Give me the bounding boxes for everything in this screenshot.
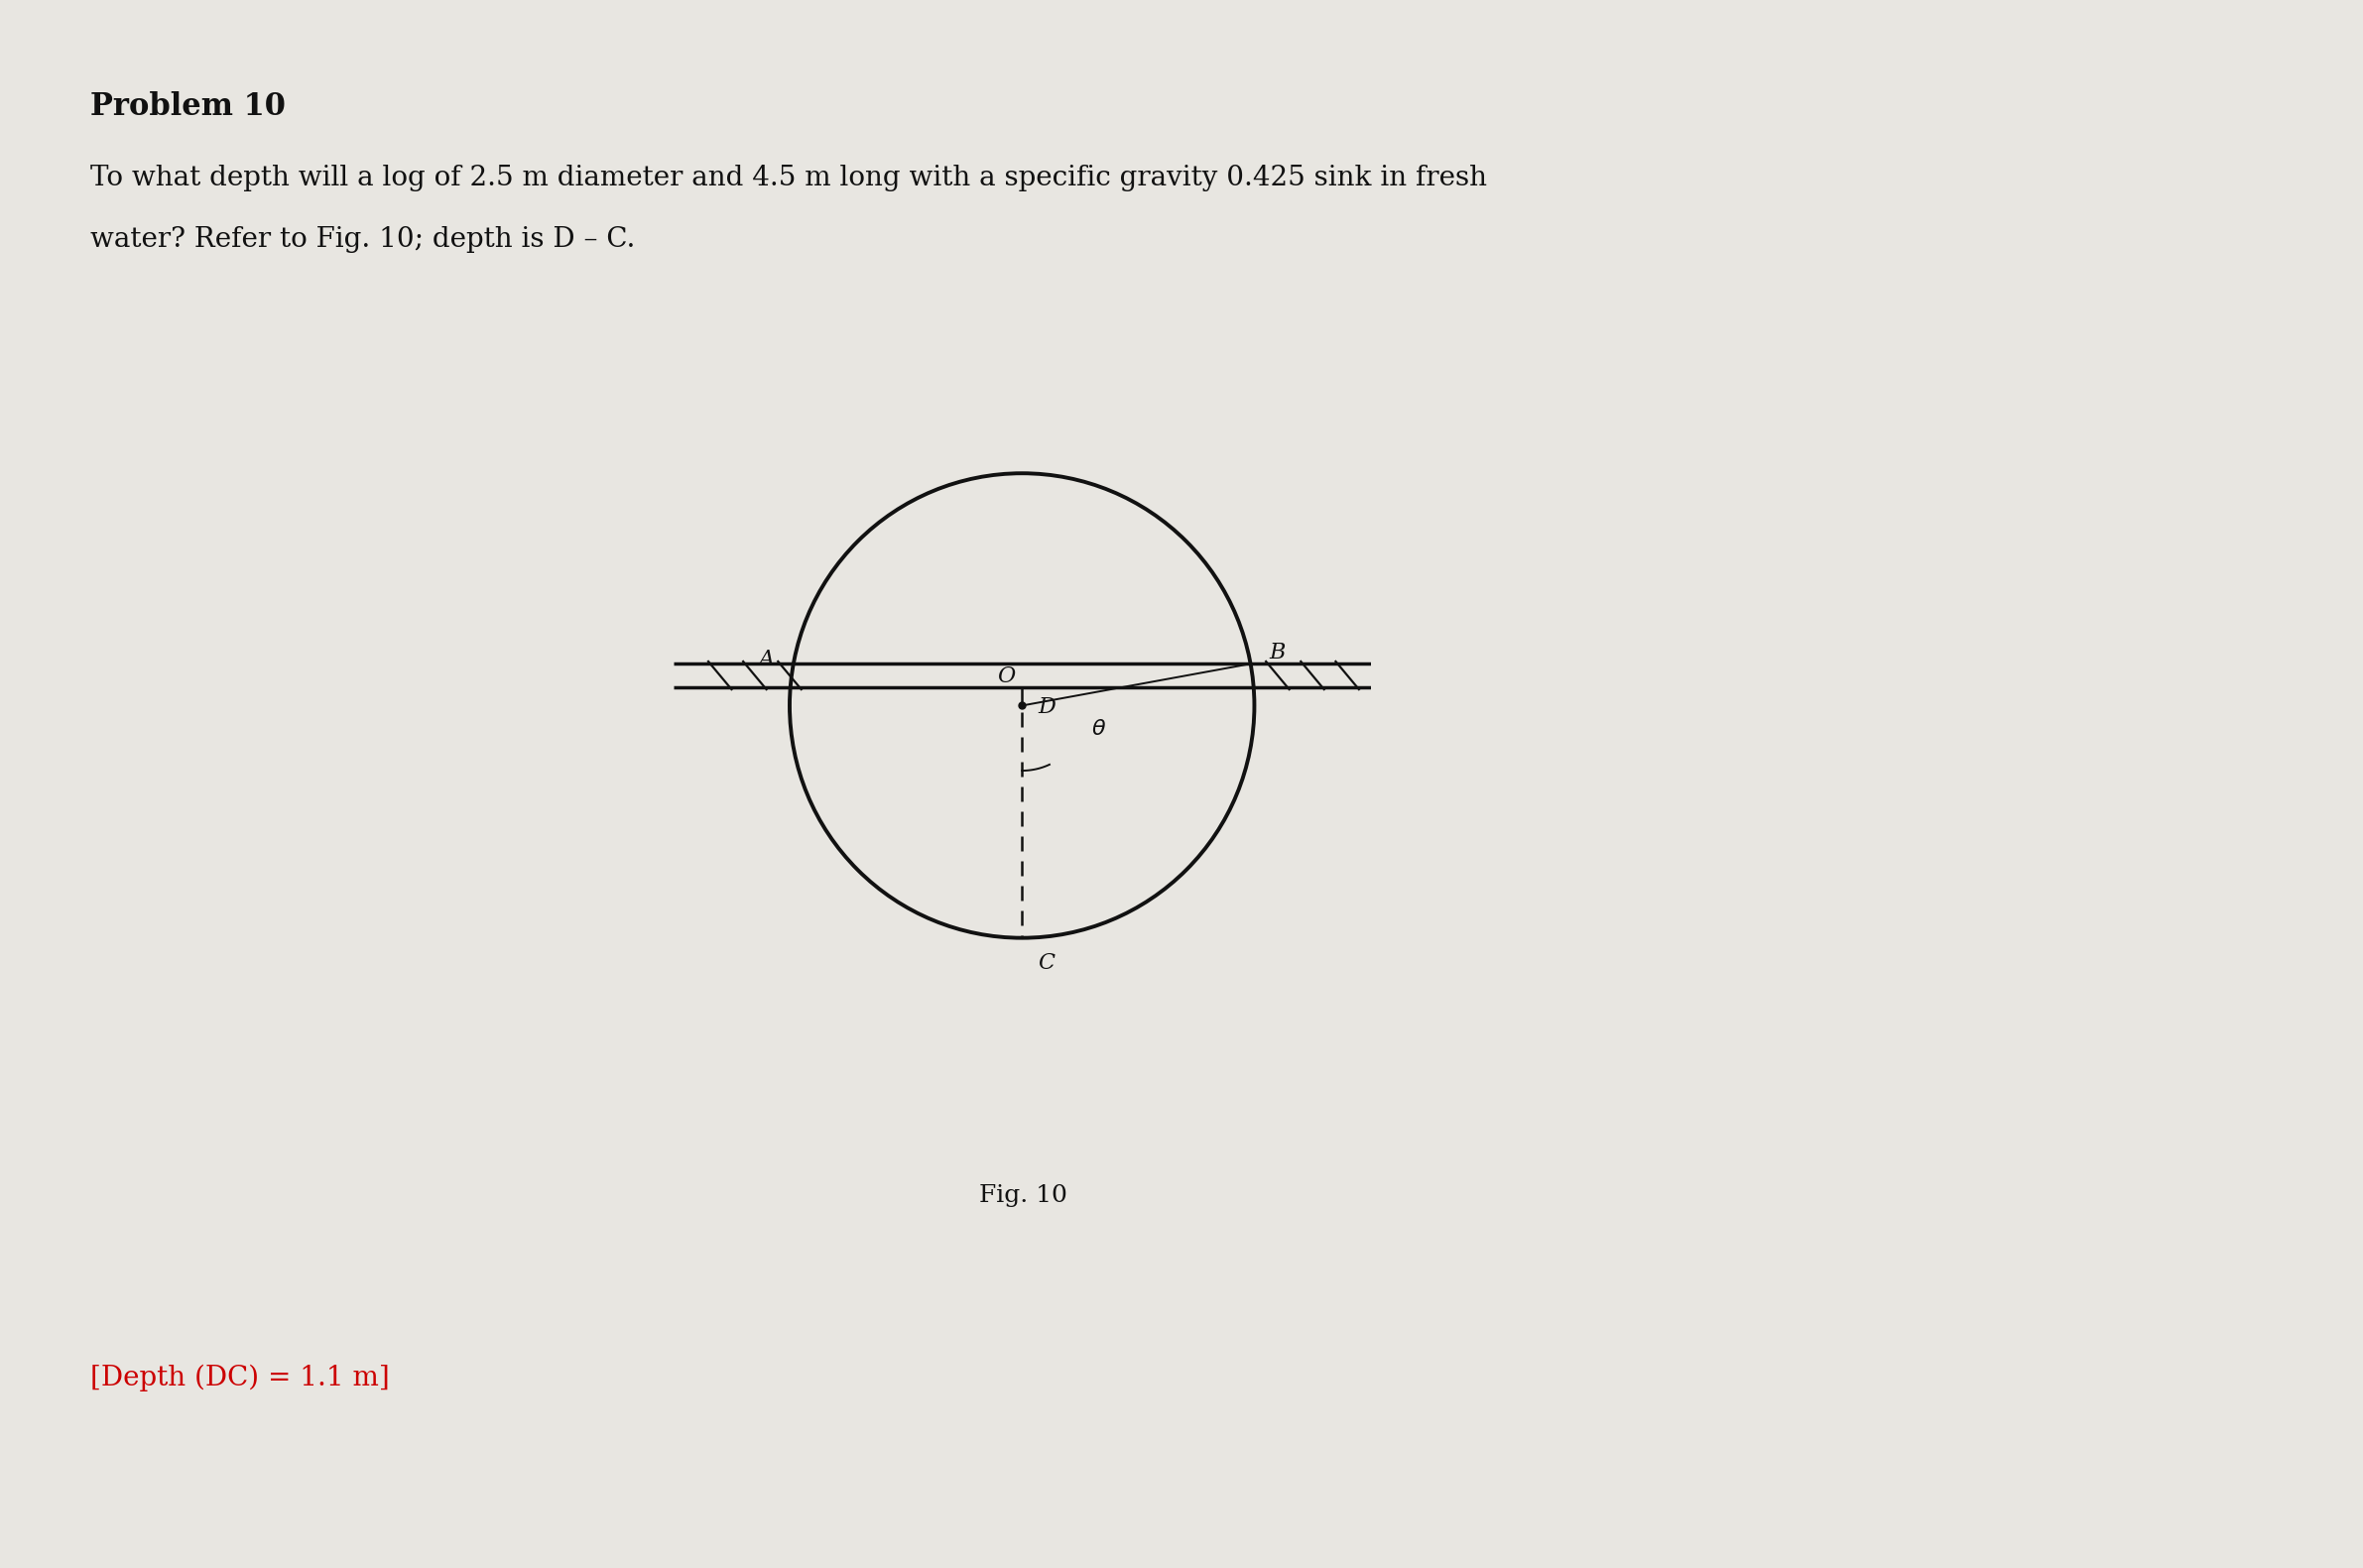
Text: O: O bbox=[997, 665, 1016, 687]
Text: Fig. 10: Fig. 10 bbox=[978, 1184, 1068, 1207]
Text: B: B bbox=[1269, 641, 1285, 663]
Text: A: A bbox=[759, 648, 775, 670]
Text: C: C bbox=[1037, 952, 1056, 974]
Text: Problem 10: Problem 10 bbox=[90, 91, 286, 122]
Text: water? Refer to Fig. 10; depth is D – C.: water? Refer to Fig. 10; depth is D – C. bbox=[90, 226, 636, 252]
Text: $\theta$: $\theta$ bbox=[1092, 718, 1106, 740]
Text: [Depth (DC) = 1.1 m]: [Depth (DC) = 1.1 m] bbox=[90, 1364, 390, 1391]
Text: D: D bbox=[1037, 696, 1056, 718]
Text: To what depth will a log of 2.5 m diameter and 4.5 m long with a specific gravit: To what depth will a log of 2.5 m diamet… bbox=[90, 165, 1486, 191]
